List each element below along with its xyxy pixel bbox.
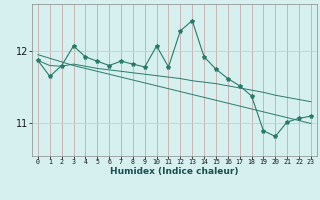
X-axis label: Humidex (Indice chaleur): Humidex (Indice chaleur)	[110, 167, 239, 176]
